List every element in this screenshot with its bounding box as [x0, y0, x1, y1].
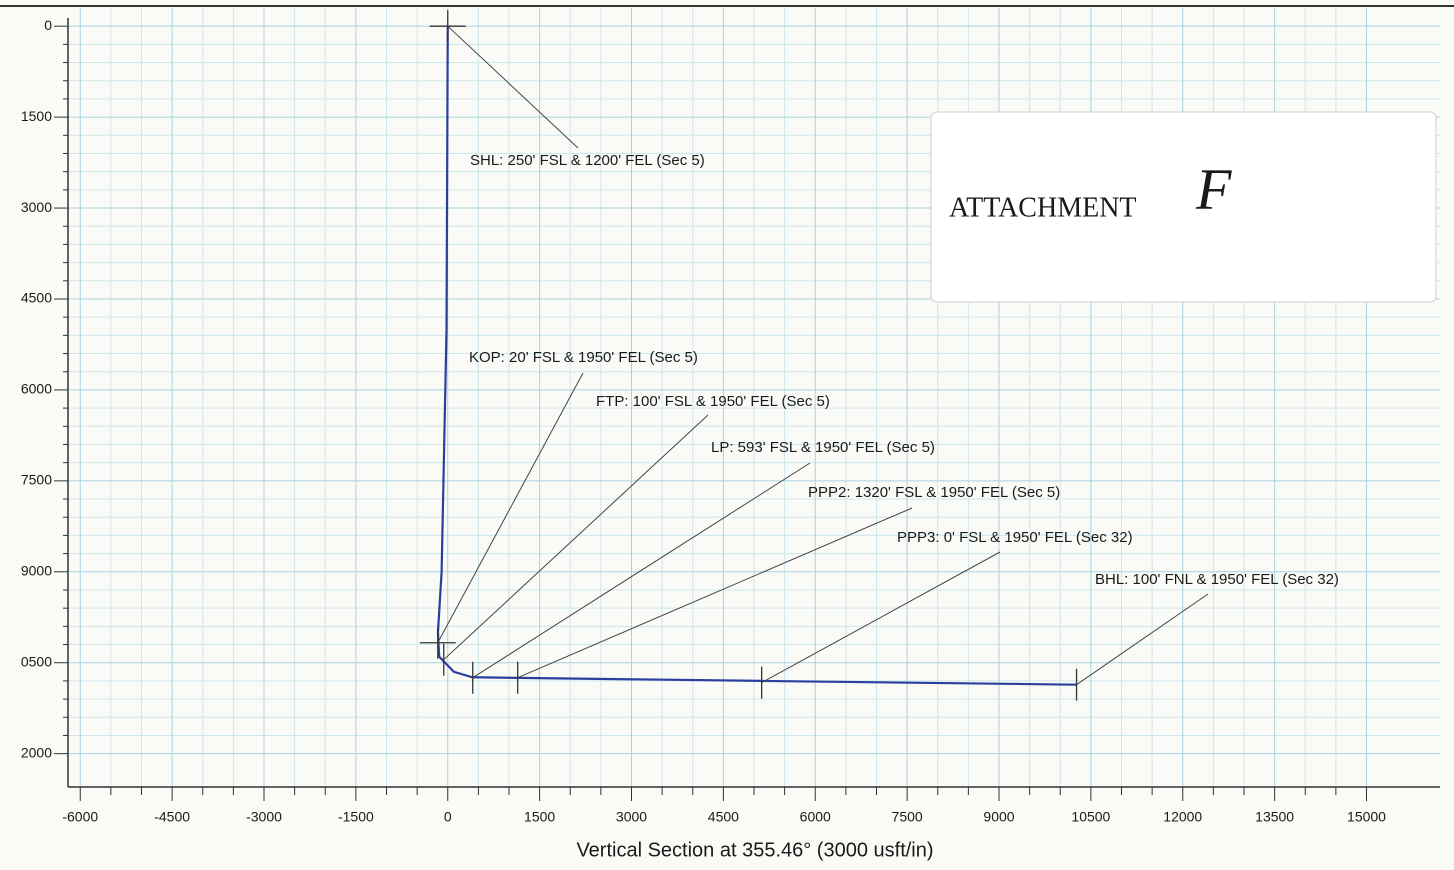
x-tick-label: -1500 — [338, 809, 374, 825]
x-tick-label: -4500 — [154, 809, 190, 825]
x-tick-label: 10500 — [1071, 809, 1110, 825]
annotation-label: PPP3: 0' FSL & 1950' FEL (Sec 32) — [897, 529, 1133, 546]
annotation-label: FTP: 100' FSL & 1950' FEL (Sec 5) — [596, 393, 830, 410]
x-tick-label: -6000 — [62, 809, 98, 825]
y-tick-label: 0500 — [21, 653, 52, 669]
x-tick-label: 7500 — [892, 809, 923, 825]
leader-line — [447, 25, 579, 149]
x-tick-label: -3000 — [246, 809, 282, 825]
y-tick-label: 3000 — [21, 199, 52, 215]
leader-line — [1076, 593, 1209, 686]
stamp-box — [930, 111, 1437, 303]
stamp-mark: F — [1195, 156, 1232, 221]
well-path — [436, 26, 1077, 686]
x-tick-label: 3000 — [616, 809, 647, 825]
x-tick-label: 9000 — [983, 809, 1014, 825]
y-tick-label: 2000 — [21, 744, 52, 760]
x-tick-label: 0 — [444, 809, 452, 825]
y-tick-label: 6000 — [21, 381, 52, 397]
annotation-label: KOP: 20' FSL & 1950' FEL (Sec 5) — [469, 349, 698, 366]
y-tick-label: 0 — [44, 17, 52, 33]
annotation-label: BHL: 100' FNL & 1950' FEL (Sec 32) — [1095, 571, 1339, 588]
x-axis-label: Vertical Section at 355.46° (3000 usft/i… — [576, 839, 933, 861]
leader-line — [517, 507, 913, 679]
y-tick-label: 4500 — [21, 290, 52, 306]
y-tick-label: 1500 — [21, 108, 52, 124]
y-tick-label: 7500 — [21, 472, 52, 488]
x-tick-label: 1500 — [524, 809, 555, 825]
leader-line — [761, 551, 1001, 684]
x-tick-label: 6000 — [800, 809, 831, 825]
leader-line — [472, 462, 811, 679]
leader-line — [437, 372, 584, 643]
y-tick-label: 9000 — [21, 562, 52, 578]
x-tick-label: 13500 — [1255, 809, 1294, 825]
leader-line — [443, 414, 709, 661]
x-tick-label: 15000 — [1347, 809, 1386, 825]
annotation-label: LP: 593' FSL & 1950' FEL (Sec 5) — [711, 439, 935, 456]
x-tick-label: 12000 — [1163, 809, 1202, 825]
annotation-label: PPP2: 1320' FSL & 1950' FEL (Sec 5) — [808, 484, 1060, 501]
annotation-label: SHL: 250' FSL & 1200' FEL (Sec 5) — [470, 152, 705, 169]
attachment-stamp: ATTACHMENT F — [930, 111, 1437, 303]
x-tick-label: 4500 — [708, 809, 739, 825]
stamp-text: ATTACHMENT — [949, 192, 1137, 223]
